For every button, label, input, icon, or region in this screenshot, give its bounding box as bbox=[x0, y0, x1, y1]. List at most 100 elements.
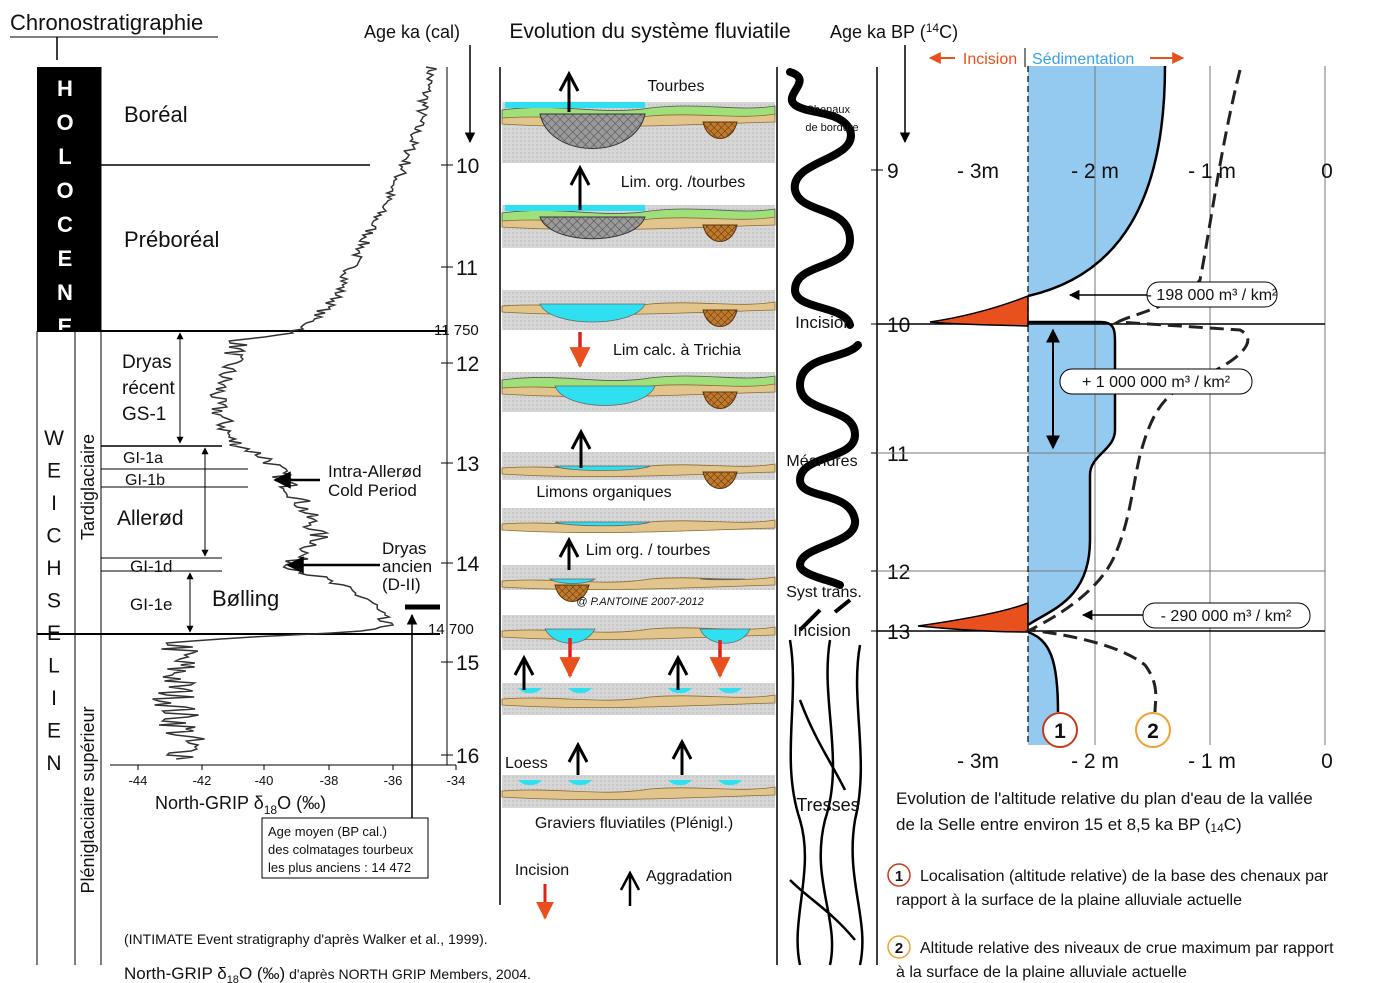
left-boreal: Boréal bbox=[124, 102, 188, 127]
shape bbox=[261, 817, 429, 879]
shape bbox=[1042, 712, 1078, 748]
x-tick-label: - 3m bbox=[957, 160, 999, 183]
right-markers: 2 bbox=[1147, 720, 1159, 743]
middle-legend-incision: Incision bbox=[515, 862, 569, 879]
right-caption-line1: Evolution de l'altitude relative du plan… bbox=[896, 789, 1313, 808]
section-water bbox=[699, 628, 751, 644]
section-channel bbox=[554, 584, 590, 602]
section-loess bbox=[501, 786, 776, 800]
section-channel bbox=[702, 471, 738, 489]
right-sedimentation: Sédimentation bbox=[1032, 51, 1134, 68]
shape bbox=[1059, 368, 1253, 395]
middle-title: Evolution du système fluviatile bbox=[509, 20, 790, 43]
meander bbox=[786, 68, 855, 329]
middle-age-axis-title: Age ka BP ( bbox=[830, 22, 926, 42]
d18o-tick-label: -44 bbox=[129, 773, 148, 788]
section-channel bbox=[702, 121, 738, 139]
label: Age ka BP (14C) bbox=[830, 21, 958, 42]
middle-labels: Lim. org. /tourbes bbox=[621, 174, 746, 191]
middle-age-axis-title: C) bbox=[939, 22, 958, 42]
left-age-marks: 14 700 bbox=[428, 621, 474, 638]
sediment-area bbox=[1028, 322, 1115, 625]
left-peat-note: les plus anciens : 14 472 bbox=[268, 860, 411, 875]
left-dryas-recent: récent bbox=[122, 378, 176, 399]
d18o-trace bbox=[152, 66, 437, 760]
section-water bbox=[718, 688, 742, 694]
section-channel bbox=[702, 391, 738, 409]
d18o-tick-label: -38 bbox=[320, 773, 339, 788]
section-water bbox=[699, 578, 746, 581]
age-tick-label: 10 bbox=[456, 155, 479, 178]
left-age-marks: 11 750 bbox=[434, 322, 479, 339]
right-caption-line2: de la Selle entre environ 15 et 8,5 ka B… bbox=[896, 815, 1211, 834]
right-volumes: - 198 000 m³ / km² bbox=[1147, 287, 1278, 304]
section-water bbox=[554, 385, 656, 406]
middle-channels-incision-1: Incision bbox=[795, 313, 853, 332]
shape bbox=[887, 935, 911, 959]
age-tick-label: 14 bbox=[456, 553, 480, 576]
section-water bbox=[668, 780, 692, 786]
left-gi-1b: GI-1b bbox=[125, 472, 165, 489]
right-caption-sub: 14 bbox=[1210, 821, 1224, 835]
left-source-grip: 18 bbox=[227, 974, 239, 983]
shape: 10 11 12 13 14 15 16 bbox=[441, 155, 480, 768]
left-source-grip: d'après NORTH GRIP Members, 2004. bbox=[285, 966, 531, 982]
left-gi-1a: GI-1a bbox=[123, 450, 163, 467]
middle-channels-incision-2: Incision bbox=[793, 621, 851, 640]
section-water bbox=[568, 780, 592, 786]
left-dryas-ancien: Dryas bbox=[382, 539, 426, 558]
x-tick-label: - 1 m bbox=[1188, 750, 1236, 773]
left-d18o-label: O (‰) bbox=[277, 793, 326, 813]
section-water bbox=[553, 465, 652, 471]
age-tick-label: 12 bbox=[456, 353, 479, 376]
shape: - 3m - 3m - 2 m - 2 m - 1 m - 1 m 0 0 bbox=[957, 160, 1333, 773]
x-tick-label: - 3m bbox=[957, 750, 999, 773]
section-water bbox=[505, 102, 645, 108]
section-water bbox=[505, 205, 645, 211]
section-water bbox=[539, 303, 646, 323]
section-water bbox=[518, 780, 542, 786]
shape: 9 10 11 12 13 bbox=[871, 160, 910, 644]
left-source-intimate: (INTIMATE Event stratigraphy d'après Wal… bbox=[124, 931, 488, 947]
left-d18o-label: North-GRIP δ bbox=[155, 793, 264, 813]
aggradation-arrow bbox=[558, 536, 580, 570]
section-water bbox=[554, 521, 651, 527]
aggradation-arrow bbox=[513, 654, 535, 690]
d18o-tick-label: -42 bbox=[193, 773, 212, 788]
shape bbox=[501, 70, 776, 808]
label: North-GRIP δ18O (‰) bbox=[155, 793, 326, 817]
right-legend: Altitude relative des niveaux de crue ma… bbox=[920, 940, 1334, 957]
shape bbox=[1024, 69, 1250, 713]
x-tick-label: - 1 m bbox=[1188, 160, 1236, 183]
left-d18o-label: 18 bbox=[264, 803, 278, 817]
middle-labels: Lim org. / tourbes bbox=[586, 542, 711, 559]
middle-labels: Graviers fluviatiles (Plénigl.) bbox=[535, 815, 733, 832]
shape bbox=[1030, 47, 1150, 69]
sediment-area bbox=[1028, 66, 1165, 296]
shape bbox=[1135, 712, 1171, 748]
age-tick-label: 13 bbox=[456, 453, 479, 476]
x-tick-label: - 2 m bbox=[1071, 160, 1119, 183]
left-source-grip: North-GRIP δ bbox=[124, 964, 227, 983]
aggradation-arrow bbox=[569, 164, 591, 210]
left-intra-allerod: Intra-Allerød bbox=[328, 462, 422, 481]
aggradation-arrow bbox=[570, 428, 592, 468]
d18o-curve bbox=[152, 66, 437, 760]
left-source-grip: O (‰) bbox=[239, 964, 285, 983]
shape bbox=[788, 639, 864, 966]
left-tardiglaciaire: Tardiglaciaire bbox=[78, 434, 98, 540]
d18o-tick-label: -34 bbox=[447, 773, 466, 788]
left-peat-note: Age moyen (BP cal.) bbox=[268, 824, 387, 839]
shape bbox=[1027, 630, 1060, 713]
left-gi-1d: GI-1d bbox=[130, 557, 173, 576]
middle-labels: Limons organiques bbox=[536, 484, 671, 501]
age-tick-label: 9 bbox=[887, 160, 899, 183]
right-markers: 1 bbox=[1054, 720, 1066, 743]
left-dryas-recent: Dryas bbox=[122, 352, 172, 373]
shape bbox=[877, 66, 1326, 745]
section-peat bbox=[539, 113, 646, 149]
aggradation-arrow bbox=[558, 70, 580, 112]
left-peat-note: des colmatages tourbeux bbox=[268, 842, 414, 857]
